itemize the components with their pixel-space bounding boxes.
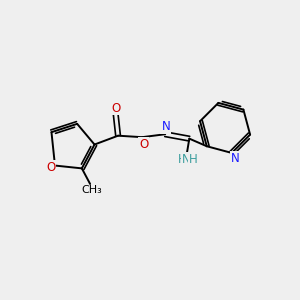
Text: H: H bbox=[178, 153, 186, 166]
Text: CH₃: CH₃ bbox=[81, 185, 102, 196]
Text: N: N bbox=[161, 120, 170, 133]
Text: N: N bbox=[231, 152, 240, 165]
Text: O: O bbox=[46, 160, 55, 173]
Text: H: H bbox=[189, 153, 198, 166]
Text: O: O bbox=[139, 138, 148, 151]
Text: N: N bbox=[182, 153, 191, 166]
Text: O: O bbox=[111, 101, 120, 115]
